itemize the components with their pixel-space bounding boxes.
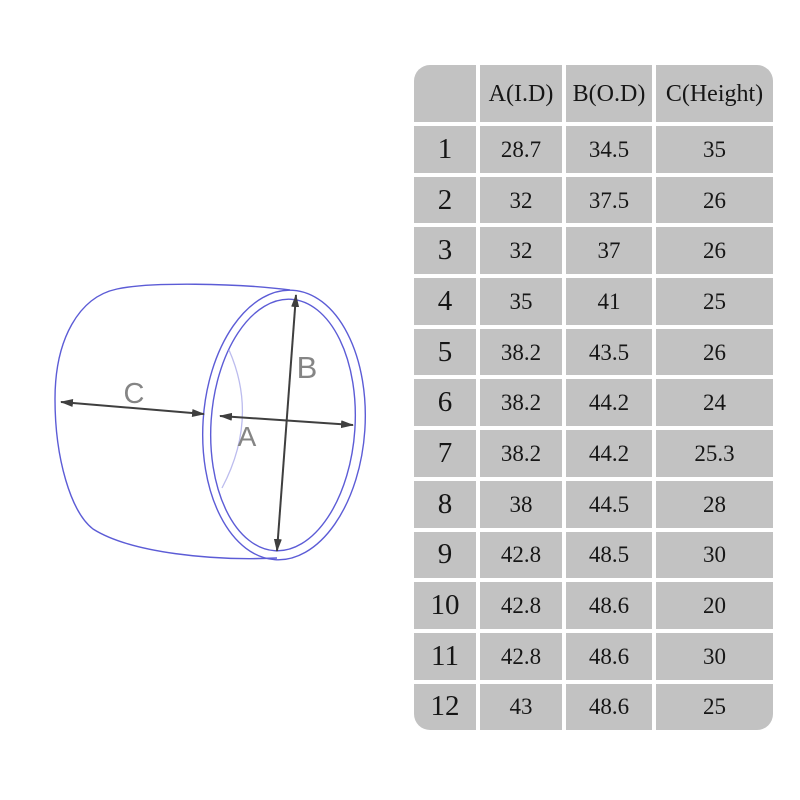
value-a-id: 38.2 — [480, 430, 562, 477]
value-a-id: 43 — [480, 683, 562, 731]
row-number: 4 — [414, 278, 476, 325]
value-a-id: 38.2 — [480, 328, 562, 376]
header-blank — [414, 65, 476, 122]
value-b-od: 37 — [566, 227, 652, 275]
value-b-od: 48.6 — [566, 683, 652, 731]
value-a-id: 38 — [480, 480, 562, 528]
label-b: B — [297, 350, 318, 385]
label-a: A — [238, 421, 257, 452]
value-b-od: 41 — [566, 278, 652, 325]
value-b-od: 44.5 — [566, 480, 652, 528]
value-c-height: 30 — [656, 531, 773, 579]
value-c-height: 35 — [656, 126, 773, 173]
spec-table: A(I.D) B(O.D) C(Height) 1 28.7 34.5 35 2… — [414, 65, 773, 731]
value-c-height: 25 — [656, 278, 773, 325]
row-number: 1 — [414, 126, 476, 173]
header-c-height: C(Height) — [656, 65, 773, 122]
row-number: 7 — [414, 430, 476, 477]
value-b-od: 48.5 — [566, 531, 652, 579]
value-c-height: 26 — [656, 227, 773, 275]
value-a-id: 42.8 — [480, 582, 562, 629]
value-b-od: 48.6 — [566, 582, 652, 629]
value-a-id: 35 — [480, 278, 562, 325]
value-a-id: 42.8 — [480, 531, 562, 579]
value-a-id: 32 — [480, 176, 562, 224]
header-b-od: B(O.D) — [566, 65, 652, 122]
row-number: 9 — [414, 531, 476, 579]
row-number: 2 — [414, 176, 476, 224]
value-c-height: 30 — [656, 632, 773, 680]
value-a-id: 38.2 — [480, 379, 562, 427]
label-c: C — [124, 378, 145, 410]
value-c-height: 25 — [656, 683, 773, 731]
row-number: 5 — [414, 328, 476, 376]
value-c-height: 25.3 — [656, 430, 773, 477]
cylinder-diagram: C A B — [54, 283, 367, 561]
value-b-od: 34.5 — [566, 126, 652, 173]
value-a-id: 42.8 — [480, 632, 562, 680]
value-c-height: 20 — [656, 582, 773, 629]
inner-bore-hidden-arc — [221, 349, 244, 489]
row-number: 12 — [414, 683, 476, 731]
row-number: 10 — [414, 582, 476, 629]
cylinder-body-outline — [54, 283, 291, 560]
value-b-od: 44.2 — [566, 430, 652, 477]
header-a-id: A(I.D) — [480, 65, 562, 122]
row-number: 8 — [414, 480, 476, 528]
value-c-height: 26 — [656, 176, 773, 224]
value-c-height: 26 — [656, 328, 773, 376]
dimension-arrow-b — [273, 294, 300, 552]
value-b-od: 44.2 — [566, 379, 652, 427]
dimension-arrow-c — [60, 399, 205, 417]
front-face-outer-ellipse — [201, 289, 367, 561]
row-number: 3 — [414, 227, 476, 275]
value-b-od: 48.6 — [566, 632, 652, 680]
row-number: 11 — [414, 632, 476, 680]
value-b-od: 37.5 — [566, 176, 652, 224]
value-a-id: 32 — [480, 227, 562, 275]
value-c-height: 28 — [656, 480, 773, 528]
row-number: 6 — [414, 379, 476, 427]
value-c-height: 24 — [656, 379, 773, 427]
value-a-id: 28.7 — [480, 126, 562, 173]
value-b-od: 43.5 — [566, 328, 652, 376]
